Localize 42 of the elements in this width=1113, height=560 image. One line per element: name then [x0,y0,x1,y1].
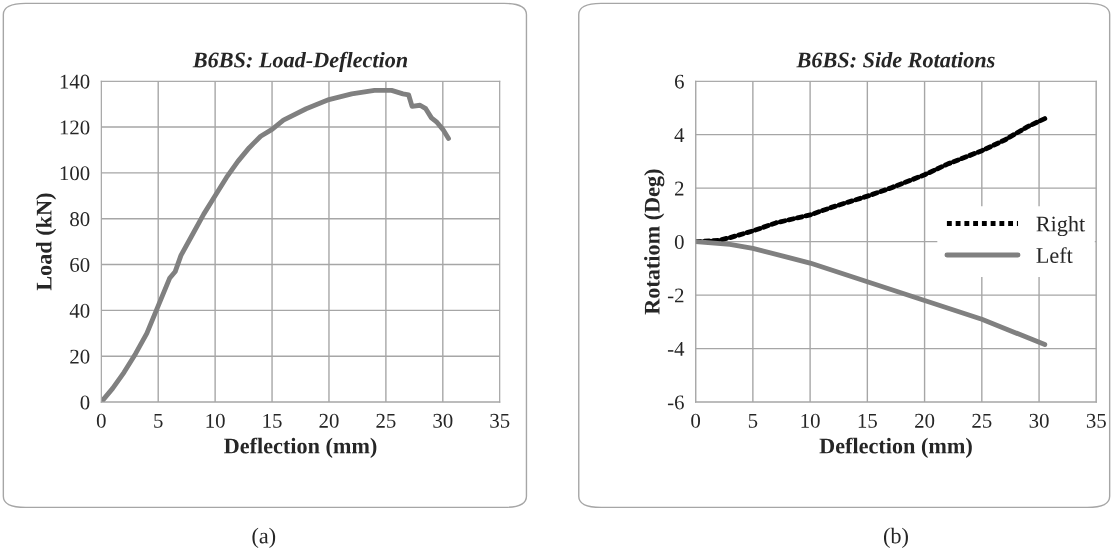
y-tick-label: -4 [667,342,685,356]
x-tick-label: 25 [972,413,992,428]
y-tick-label: 0 [80,395,90,410]
x-tick-label: 15 [858,413,877,428]
text: (a) [252,527,276,548]
line-series [101,87,451,403]
legend-label: Left [1036,247,1073,263]
y-tick-label: 20 [70,349,90,364]
y-tick-label: 140 [60,74,90,89]
y-tick-label: 0 [674,235,684,250]
x-tick-label: 30 [433,413,453,428]
x-tick-label: 20 [915,413,935,428]
y-tick-label: 6 [674,74,684,89]
x-tick-label: 35 [1086,413,1106,428]
x-tick-label: 5 [154,414,163,428]
y-tick-label: 40 [69,303,90,318]
y-tick-label: 100 [60,166,90,181]
x-tick-label: 0 [96,413,106,428]
x-tick-label: 0 [691,413,701,428]
x-tick-label: 30 [1029,413,1049,428]
x-tick-label: 20 [319,413,339,428]
y-axis-title: Rotatiom (Deg) [644,169,665,315]
y-tick-label: 2 [675,181,684,196]
x-tick-label: 10 [801,413,820,428]
y-tick-label: 60 [70,257,90,272]
x-tick-label: 25 [376,413,396,428]
text: (b) [883,527,908,548]
x-tick-label: 10 [206,413,225,428]
y-tick-label: 4 [674,128,685,142]
x-axis-title: Deflection (mm) [224,437,377,459]
legend-label: Right [1036,215,1086,237]
y-tick-label: 120 [60,120,90,135]
y-tick-label: -2 [667,288,684,303]
y-axis-title: Load (kN) [35,193,57,291]
y-tick-label: -6 [667,395,684,410]
chart-title: B6BS: Side Rotations [796,51,995,68]
y-tick-label: 80 [70,212,90,227]
x-tick-label: 35 [490,413,510,428]
x-tick-label: 15 [263,413,282,428]
x-tick-label: 5 [748,414,758,428]
x-axis-title: Deflection (mm) [819,437,972,459]
chart-title: B6BS: Load-Deflection [192,51,408,73]
